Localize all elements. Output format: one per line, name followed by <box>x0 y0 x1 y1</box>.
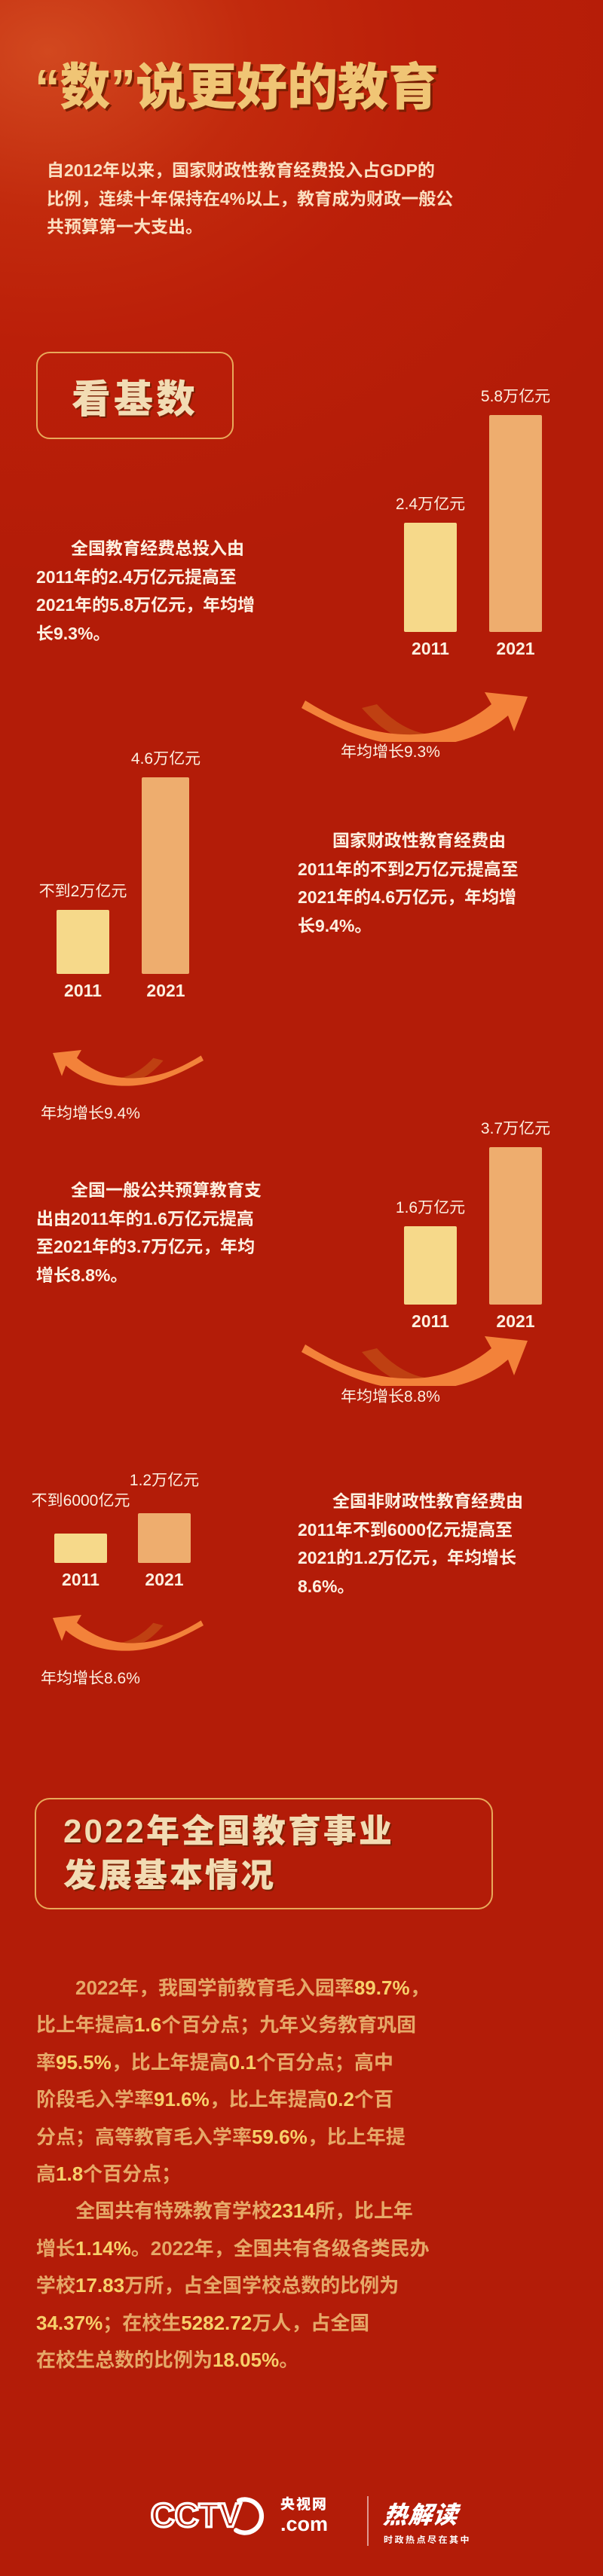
svg-text:CCTV: CCTV <box>151 2497 242 2534</box>
